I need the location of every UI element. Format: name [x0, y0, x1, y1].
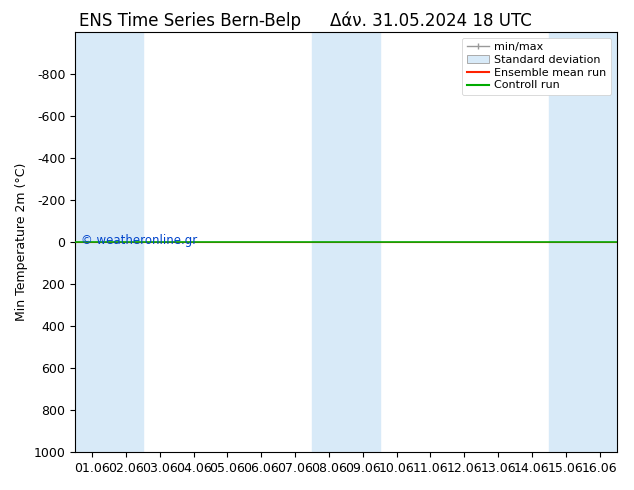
- Text: Δάν. 31.05.2024 18 UTC: Δάν. 31.05.2024 18 UTC: [330, 12, 532, 30]
- Bar: [549, 32, 616, 452]
- Text: © weatheronline.gr: © weatheronline.gr: [81, 234, 197, 246]
- Text: ENS Time Series Bern-Belp: ENS Time Series Bern-Belp: [79, 12, 301, 30]
- Bar: [75, 32, 143, 452]
- Legend: min/max, Standard deviation, Ensemble mean run, Controll run: min/max, Standard deviation, Ensemble me…: [462, 38, 611, 95]
- Y-axis label: Min Temperature 2m (°C): Min Temperature 2m (°C): [15, 163, 28, 321]
- Bar: [312, 32, 380, 452]
